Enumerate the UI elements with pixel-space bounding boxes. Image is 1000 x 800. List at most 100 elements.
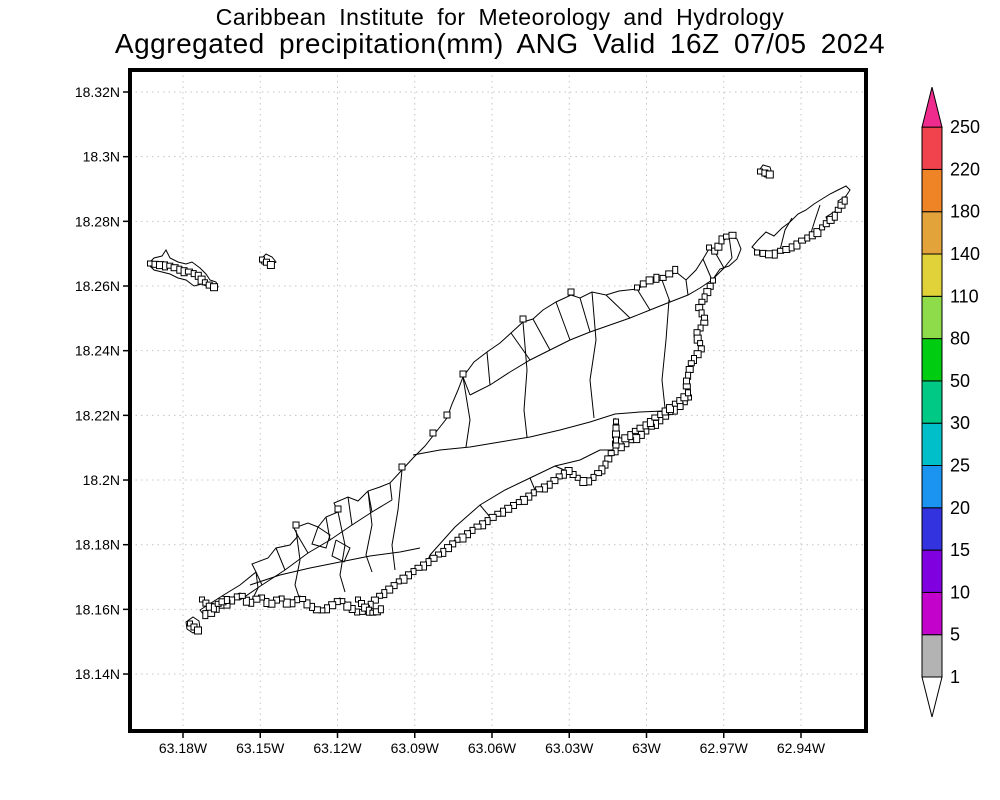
- watershed-boundary-line: [391, 469, 403, 571]
- coastal-cell-square: [377, 605, 384, 614]
- y-axis-tick-label: 18.28N: [75, 213, 120, 229]
- coastal-cell-square: [698, 298, 706, 305]
- coastal-cell-square: [706, 244, 712, 251]
- colorbar-label: 1: [950, 667, 960, 687]
- coastal-cell-square: [550, 477, 559, 485]
- colorbar-segment: [921, 253, 943, 297]
- coastal-cell-square: [546, 480, 553, 489]
- watershed-boundary-line: [522, 321, 528, 438]
- colorbar-label: 20: [950, 498, 970, 518]
- x-axis-tick-label: 63.03W: [545, 740, 594, 756]
- x-axis-tick-label: 63.18W: [159, 740, 208, 756]
- colorbar-segment: [921, 380, 943, 424]
- colorbar-label: 50: [950, 371, 970, 391]
- colorbar-segment: [921, 634, 943, 678]
- coastal-cell-square: [266, 261, 275, 269]
- colorbar-segment: [921, 168, 943, 213]
- coastal-cell-square: [813, 228, 822, 238]
- y-axis-tick-label: 18.3N: [83, 149, 120, 165]
- coastal-cell-square: [398, 463, 406, 471]
- watershed-inner-line: [429, 449, 601, 556]
- watershed-connector-line: [347, 496, 353, 526]
- coastal-cell-square: [841, 196, 848, 205]
- coastal-cell-square: [429, 429, 437, 437]
- watershed-connector-line: [510, 332, 531, 361]
- y-axis-tick-label: 18.24N: [75, 343, 120, 359]
- colorbar-label: 80: [950, 329, 970, 349]
- coastal-cell-square: [334, 505, 342, 513]
- watershed-connector-line: [255, 571, 263, 586]
- watershed-connector-line: [702, 258, 713, 281]
- colorbar-segment: [921, 211, 943, 255]
- colorbar-segment: [921, 126, 943, 170]
- coastal-cell-square: [263, 598, 270, 607]
- coastal-cell-square: [666, 404, 674, 414]
- coastal-cell-square: [210, 603, 217, 613]
- y-axis-tick-label: 18.32N: [75, 84, 120, 100]
- coastal-cell-square: [700, 319, 709, 326]
- watershed-connector-line: [715, 253, 725, 269]
- figure-title-line2: Aggregated precipitation(mm) ANG Valid 1…: [114, 28, 886, 59]
- watershed-connector-line: [275, 547, 286, 571]
- coastal-cell-square: [515, 499, 522, 506]
- coastal-cell-square: [646, 418, 654, 427]
- colorbar-label: 25: [950, 456, 970, 476]
- y-axis-tick-label: 18.18N: [75, 537, 120, 553]
- coastal-cell-square: [242, 596, 250, 606]
- watershed-connector-line: [297, 535, 309, 554]
- colorbar-label: 140: [950, 244, 980, 264]
- watershed-connector-line: [661, 279, 671, 303]
- watershed-boundary-line: [331, 539, 351, 563]
- colorbar-segment: [921, 465, 943, 509]
- watershed-boundary-line: [661, 299, 670, 409]
- watershed-connector-line: [389, 482, 393, 501]
- coastal-cell-square: [771, 249, 778, 259]
- coastal-cell-square: [685, 389, 691, 397]
- coastal-cell-square: [202, 610, 209, 620]
- colorbar-label: 5: [950, 625, 960, 645]
- x-axis-tick-label: 62.94W: [777, 740, 826, 756]
- colorbar-label: 180: [950, 202, 980, 222]
- coastal-cell-square: [793, 240, 801, 250]
- coastal-cell-square: [555, 473, 563, 480]
- watershed-boundary-line: [412, 410, 664, 456]
- watershed-connector-line: [529, 477, 536, 491]
- coastal-cell-square: [765, 170, 774, 179]
- coastal-cell-square: [292, 521, 300, 529]
- watershed-boundary-line: [462, 376, 471, 448]
- coastal-cell-square: [370, 596, 379, 604]
- anguilla-coastline: [199, 235, 742, 616]
- coastal-cell-square: [612, 424, 620, 432]
- coastal-cell-square: [653, 273, 660, 283]
- coastal-cell-square: [613, 418, 619, 425]
- watershed-connector-line: [462, 376, 471, 396]
- coastal-cell-square: [594, 470, 603, 477]
- colorbar-label: 110: [950, 286, 979, 306]
- x-axis-tick-label: 63W: [632, 740, 662, 756]
- watershed-inner-line: [469, 257, 733, 396]
- watershed-boundary-line: [779, 217, 793, 251]
- coastal-cell-square: [682, 383, 691, 390]
- y-axis-tick-label: 18.14N: [75, 666, 120, 682]
- watershed-connector-line: [486, 351, 491, 386]
- coastal-cell-square: [765, 250, 773, 259]
- coastal-cell-square: [454, 536, 461, 543]
- coastal-cell-square: [199, 596, 205, 603]
- coastal-cell-square: [687, 360, 695, 367]
- coastal-cell-square: [710, 277, 716, 284]
- coastal-cell-square: [519, 315, 527, 323]
- coastal-cell-square: [645, 276, 654, 285]
- watershed-connector-line: [479, 504, 491, 518]
- coastal-cell-square: [819, 224, 826, 231]
- coastal-cell-square: [414, 564, 423, 571]
- coastal-cell-square: [685, 366, 694, 373]
- coastal-cell-square: [728, 231, 737, 239]
- x-axis-tick-label: 63.15W: [236, 740, 285, 756]
- colorbar-segment: [921, 338, 943, 382]
- coastal-cell-square: [659, 274, 667, 281]
- coastal-cell-square: [680, 393, 689, 402]
- coastal-cell-square: [567, 288, 575, 296]
- coastal-cell-square: [831, 211, 838, 221]
- watershed-connector-line: [555, 301, 571, 341]
- coastal-cell-square: [697, 340, 704, 347]
